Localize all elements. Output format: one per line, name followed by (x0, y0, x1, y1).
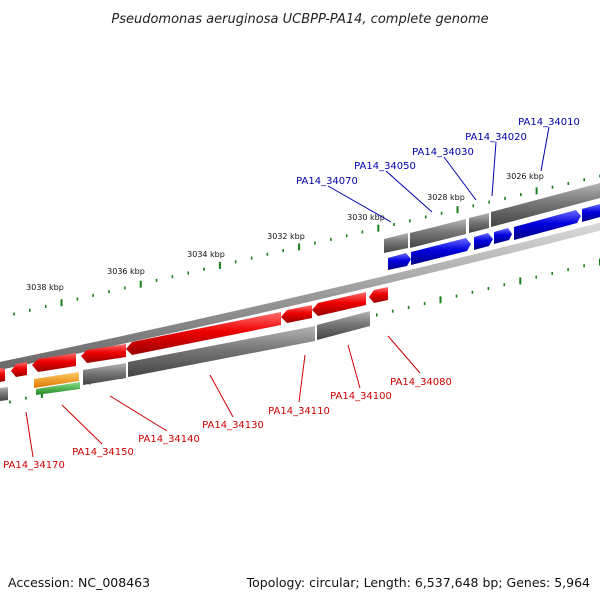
reverse-gene-arrow (126, 312, 281, 355)
reverse-leader-lines (25, 335, 421, 458)
gene-label-PA14_34070[interactable]: PA14_34070 (296, 176, 358, 187)
leader-line (387, 335, 421, 374)
tick-label-3026: 3026 kbp (506, 172, 544, 181)
gene-label-PA14_34110[interactable]: PA14_34110 (268, 406, 330, 417)
genome-summary-text: Topology: circular; Length: 6,537,648 bp… (246, 575, 590, 590)
leader-line (443, 156, 477, 201)
gene-label-PA14_34010[interactable]: PA14_34010 (518, 117, 580, 128)
forward-gene-labels: PA14_34010 PA14_34020 PA14_34030 PA14_34… (296, 117, 580, 187)
reverse-cds-block (317, 311, 370, 340)
reverse-cds-block (0, 387, 8, 401)
leader-line (298, 354, 306, 403)
outer-tick-ring (13, 174, 600, 316)
gene-label-PA14_34030[interactable]: PA14_34030 (412, 147, 474, 158)
forward-gene-arrow (582, 204, 600, 222)
forward-cds-block (469, 213, 489, 233)
tick-label-3036: 3036 kbp (107, 267, 145, 276)
genome-backbone (0, 222, 600, 370)
leader-line (540, 126, 550, 172)
gene-label-PA14_34130[interactable]: PA14_34130 (202, 420, 264, 431)
tick-label-3030: 3030 kbp (347, 213, 385, 222)
reverse-genes (0, 287, 388, 382)
forward-cds-track (384, 183, 600, 253)
forward-gene-arrow (514, 210, 581, 240)
reverse-gene-arrow (369, 287, 388, 303)
gene-label-PA14_34150[interactable]: PA14_34150 (72, 447, 134, 458)
leader-line (25, 411, 34, 458)
gene-label-PA14_34100[interactable]: PA14_34100 (330, 391, 392, 402)
tick-label-3028: 3028 kbp (427, 193, 465, 202)
leader-line (209, 374, 234, 418)
forward-gene-arrow (494, 228, 512, 244)
forward-gene-arrow (388, 253, 411, 270)
gene-label-PA14_34050[interactable]: PA14_34050 (354, 161, 416, 172)
reverse-gene-arrow (11, 362, 27, 377)
orange-feature (34, 372, 79, 388)
forward-gene-arrow (474, 233, 493, 250)
reverse-cds-track (0, 311, 370, 401)
tick-labels: 3026 kbp 3028 kbp 3030 kbp 3032 kbp 3034… (26, 172, 544, 292)
tick-label-3038: 3038 kbp (26, 283, 64, 292)
forward-genes (388, 204, 600, 270)
gene-label-PA14_34020[interactable]: PA14_34020 (465, 132, 527, 143)
leader-line (347, 344, 361, 389)
reverse-gene-arrow (32, 353, 76, 372)
forward-cds-block (384, 233, 408, 253)
leader-line (61, 404, 103, 445)
reverse-gene-labels: PA14_34080 PA14_34100 PA14_34110 PA14_34… (3, 377, 452, 471)
reverse-cds-block (128, 326, 315, 377)
leader-line (385, 170, 433, 213)
leader-line (327, 185, 392, 223)
forward-cds-block (410, 219, 466, 248)
reverse-gene-arrow (312, 292, 366, 316)
map-title: Pseudomonas aeruginosa UCBPP-PA14, compl… (111, 12, 488, 27)
forward-gene-arrow (411, 238, 471, 265)
gene-label-PA14_34080[interactable]: PA14_34080 (390, 377, 452, 388)
reverse-gene-arrow (281, 305, 312, 323)
reverse-gene-arrow (81, 344, 126, 363)
green-feature (36, 382, 80, 395)
gene-label-PA14_34140[interactable]: PA14_34140 (138, 434, 200, 445)
forward-cds-block (491, 183, 600, 227)
tick-label-3032: 3032 kbp (267, 232, 305, 241)
reverse-gene-arrow (0, 368, 5, 382)
leader-line (491, 141, 497, 197)
accession-text: Accession: NC_008463 (8, 575, 150, 590)
gene-label-PA14_34170[interactable]: PA14_34170 (3, 460, 65, 471)
leader-line (109, 395, 168, 432)
tick-label-3034: 3034 kbp (187, 250, 225, 259)
forward-leader-lines (327, 126, 550, 223)
reverse-cds-block (83, 363, 126, 385)
